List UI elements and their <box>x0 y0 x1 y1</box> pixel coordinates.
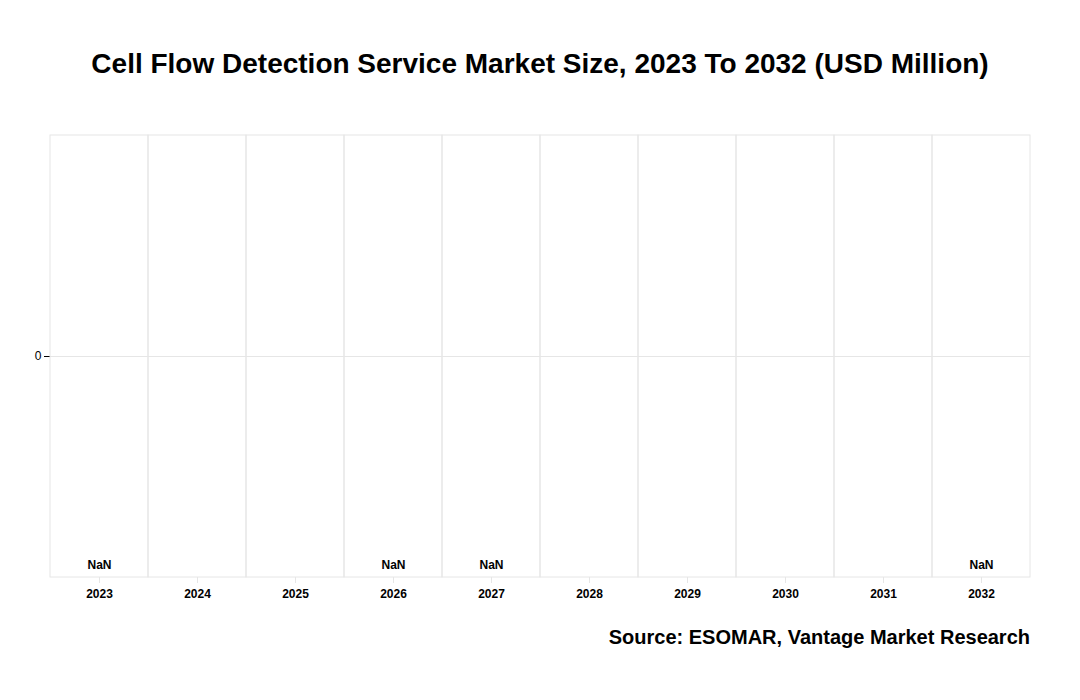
svg-text:2030: 2030 <box>772 587 799 601</box>
html-text:Cell Flow Detection Service Ma: Cell Flow Detection Service Market Size,… <box>91 48 989 79</box>
svg-text:2032: 2032 <box>968 587 995 601</box>
svg-text:NaN: NaN <box>87 558 111 572</box>
svg-text:2031: 2031 <box>870 587 897 601</box>
svg-text:2026: 2026 <box>380 587 407 601</box>
html-text:Source: ESOMAR, Vantage Market: Source: ESOMAR, Vantage Market Research <box>608 626 1030 648</box>
svg-text:2029: 2029 <box>674 587 701 601</box>
svg-text:NaN: NaN <box>479 558 503 572</box>
svg-text:NaN: NaN <box>969 558 993 572</box>
svg-text:NaN: NaN <box>381 558 405 572</box>
svg-text:2023: 2023 <box>86 587 113 601</box>
svg-text:2027: 2027 <box>478 587 505 601</box>
svg-text:0: 0 <box>35 349 42 363</box>
svg-text:2028: 2028 <box>576 587 603 601</box>
svg-text:2024: 2024 <box>184 587 211 601</box>
svg-text:2025: 2025 <box>282 587 309 601</box>
